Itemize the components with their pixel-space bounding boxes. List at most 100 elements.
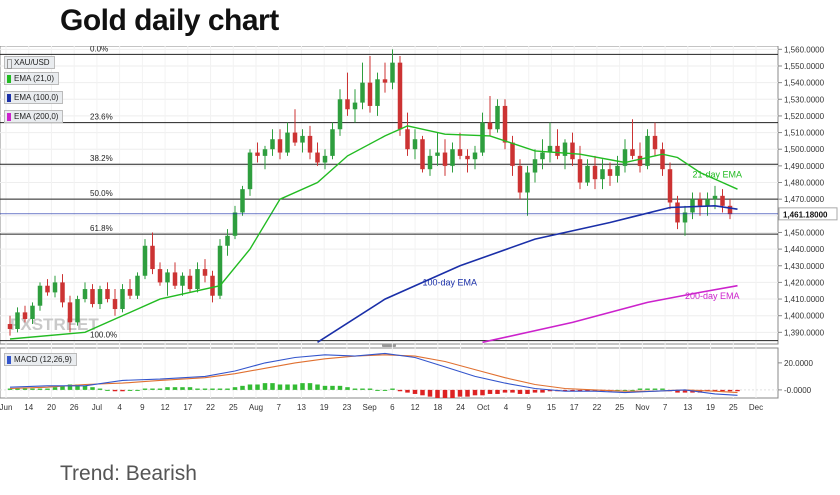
candle <box>135 275 140 296</box>
y-tick-label: 1,480.0000 <box>784 179 825 188</box>
candle <box>225 235 230 246</box>
candle <box>172 272 178 286</box>
candle <box>592 165 598 180</box>
macd-histogram-bar <box>330 385 335 390</box>
macd-histogram-bar <box>225 388 230 390</box>
candle <box>97 289 103 305</box>
x-tick-label: Sep <box>363 403 378 412</box>
x-tick-label: 14 <box>24 403 33 412</box>
candle <box>150 245 155 270</box>
candle <box>435 152 440 156</box>
x-tick-label: 19 <box>706 403 715 412</box>
candle <box>457 149 463 156</box>
macd-histogram-bar <box>465 389 470 397</box>
macd-histogram-bar <box>172 387 178 390</box>
candle <box>165 272 170 283</box>
macd-histogram-bar <box>457 389 463 397</box>
y-tick-label: 1,520.0000 <box>784 112 825 121</box>
x-tick-label: Oct <box>477 403 490 412</box>
legend-ema100[interactable]: EMA (100,0) <box>4 91 64 104</box>
legend-macd[interactable]: MACD (12,26,9) <box>4 353 77 366</box>
candle <box>90 289 95 305</box>
candle <box>142 245 148 276</box>
y-tick-label: 1,550.0000 <box>784 62 825 71</box>
candle <box>262 149 268 156</box>
candle <box>472 152 478 160</box>
candle <box>495 105 500 130</box>
legend-label: EMA (100,0) <box>14 93 59 102</box>
candle <box>645 135 650 166</box>
candle <box>105 289 110 300</box>
x-tick-label: 19 <box>320 403 329 412</box>
macd-histogram-bar <box>450 389 455 398</box>
macd-histogram-bar <box>652 388 658 390</box>
macd-histogram-bar <box>112 389 118 392</box>
macd-histogram-bar <box>217 388 223 390</box>
candle <box>75 299 80 323</box>
macd-histogram-bar <box>285 384 290 390</box>
candle <box>585 165 590 183</box>
candle <box>465 155 470 160</box>
macd-histogram-bar <box>345 387 350 390</box>
candle <box>247 152 253 190</box>
macd-histogram-bar <box>375 389 380 391</box>
candle <box>285 132 290 153</box>
macd-histogram-bar <box>195 388 200 390</box>
y-tick-label: 1,560.0000 <box>784 46 825 54</box>
candle <box>45 285 50 293</box>
macd-histogram-bar <box>442 389 448 398</box>
x-tick-label: 13 <box>297 403 306 412</box>
candle <box>607 169 613 176</box>
macd-histogram-bar <box>247 384 253 390</box>
candle <box>112 299 118 310</box>
y-tick-label: 1,440.0000 <box>784 245 825 254</box>
x-tick-label: Nov <box>635 403 649 412</box>
candle <box>712 195 718 200</box>
legend-label: MACD (12,26,9) <box>14 355 72 364</box>
macd-histogram-bar <box>517 389 523 394</box>
macd-histogram-bar <box>232 387 238 390</box>
candle <box>120 289 125 310</box>
candle <box>22 312 28 320</box>
macd-histogram-bar <box>315 384 320 390</box>
trend-text: Trend: Bearish <box>60 462 197 485</box>
y-tick-label: 1,510.0000 <box>784 129 825 138</box>
candle <box>562 142 568 156</box>
candle <box>420 139 425 170</box>
pane-resize-handle <box>382 344 396 347</box>
macd-histogram-bar <box>502 389 508 393</box>
macd-histogram-bar <box>127 389 133 391</box>
x-tick-label: 9 <box>527 403 532 412</box>
candle <box>427 155 433 170</box>
x-tick-label: Jul <box>92 403 102 412</box>
candle <box>367 82 373 106</box>
x-tick-label: 25 <box>229 403 238 412</box>
x-tick-label: 26 <box>70 403 79 412</box>
macd-histogram-bar <box>97 388 103 390</box>
candle <box>517 165 523 193</box>
x-tick-label: Jun <box>0 403 12 412</box>
macd-histogram-bar <box>337 385 343 390</box>
macd-histogram-bar <box>15 388 20 390</box>
price-label-box <box>778 207 838 221</box>
x-tick-label: 4 <box>504 403 509 412</box>
macd-histogram-bar <box>120 389 125 392</box>
x-tick-label: 22 <box>592 403 601 412</box>
legend-ema21[interactable]: EMA (21,0) <box>4 72 60 85</box>
macd-histogram-bar <box>300 383 305 390</box>
legend-xauusd[interactable]: XAU/USD <box>4 56 55 69</box>
macd-histogram-bar <box>720 389 725 392</box>
candle <box>630 149 635 156</box>
legend-ema200[interactable]: EMA (200,0) <box>4 110 64 123</box>
x-tick-label: 9 <box>140 403 145 412</box>
candle <box>322 155 328 163</box>
candle <box>300 135 305 143</box>
macd-histogram-bar <box>697 389 703 393</box>
candle <box>652 135 658 150</box>
macd-histogram-bar <box>727 389 733 392</box>
candle <box>82 289 88 300</box>
candle <box>570 142 575 160</box>
macd-histogram-bar <box>90 387 95 390</box>
x-tick-label: 15 <box>547 403 556 412</box>
macd-histogram-bar <box>735 389 740 392</box>
